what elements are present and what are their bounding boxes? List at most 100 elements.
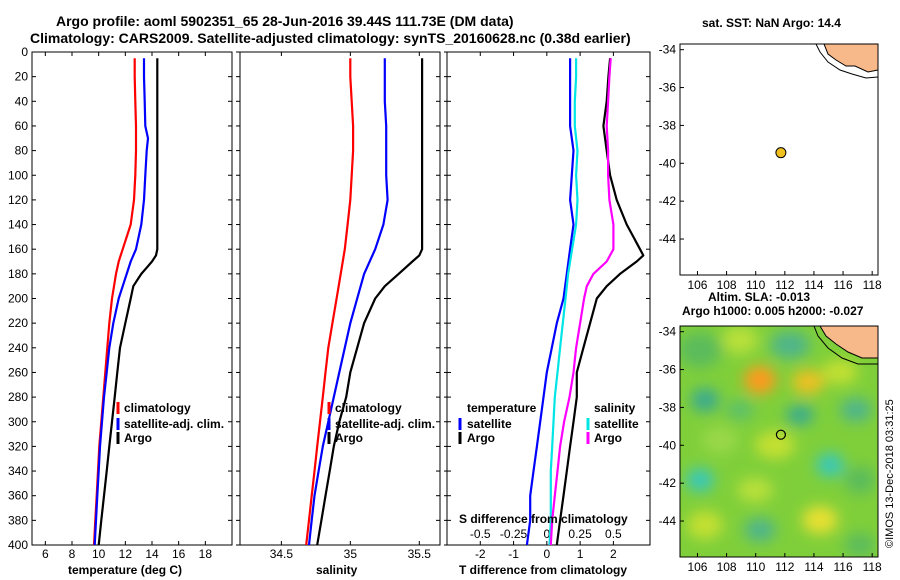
lon-tick-label: 118 (863, 278, 882, 292)
lon-tick-label: 110 (746, 560, 765, 574)
salinity-x-ticks: 34.5 35 35.5 (270, 52, 432, 561)
depth-tick-label: 280 (8, 390, 28, 404)
lon-tick-label: 116 (833, 278, 852, 292)
header-line-1: Argo profile: aoml 5902351_65 28-Jun-201… (56, 13, 514, 29)
x-tick-label: 2 (610, 547, 617, 561)
depth-tick-label: 120 (8, 193, 28, 207)
depth-tick-label: 40 (15, 94, 29, 108)
depth-tick-label: 160 (8, 242, 28, 256)
temperature-series (92, 58, 159, 546)
series-line-argo (316, 58, 424, 546)
lat-tick-label: -40 (659, 156, 677, 170)
lon-tick-label: 108 (717, 278, 737, 292)
legend-argo: Argo (124, 431, 152, 445)
legend-satellite: satellite-adj. clim. (124, 417, 224, 431)
difference-legend: temperature satellite Argo salinity sate… (458, 401, 639, 445)
x-tick-label-salinity: 0.5 (605, 527, 622, 541)
depth-tick-label: 240 (8, 341, 28, 355)
map-top-ticks: 106 108 110 112 114 116 118 -34 -36 -38 -40 -42 -44 (659, 43, 882, 292)
x-tick-label: 0 (543, 547, 550, 561)
lat-tick-label: -36 (659, 81, 677, 95)
depth-tick-label: 320 (8, 439, 28, 453)
x-tick-label: 35 (344, 547, 358, 561)
bathymetry-contour (813, 326, 878, 365)
temperature-x-ticks: 6 8 10 12 14 16 18 (42, 52, 212, 561)
salinity-legend: climatology satellite-adj. clim. Argo (327, 401, 435, 445)
depth-tick-label: 20 (15, 70, 29, 84)
x-tick-label: 16 (172, 547, 186, 561)
lon-tick-label: 114 (804, 560, 823, 574)
depth-tick-label: 400 (8, 538, 28, 552)
lat-tick-label: -38 (659, 118, 677, 132)
map-top-coast (815, 44, 878, 79)
x-tick-label: 34.5 (270, 547, 294, 561)
depth-axis: 0 20 40 60 80 100 120 140 160 180 200 220 240 260 280 3… (8, 45, 650, 552)
lat-tick-label: -42 (659, 194, 677, 208)
depth-tick-label: 100 (8, 168, 28, 182)
x-tick-label-salinity: -0.5 (470, 527, 491, 541)
x-tick-label: 35.5 (408, 547, 432, 561)
x-tick-label: 6 (42, 547, 49, 561)
t-difference-x-ticks: -2 -1 0 1 2 (475, 541, 617, 561)
series-line-argo (97, 58, 159, 546)
lon-tick-label: 106 (687, 560, 707, 574)
australia-land (819, 326, 878, 359)
x-tick-label-salinity: 0 (543, 527, 550, 541)
depth-tick-label: 260 (8, 365, 28, 379)
lon-tick-label: 116 (833, 560, 852, 574)
difference-series (525, 58, 645, 546)
legend-argo: Argo (335, 431, 363, 445)
credit-text: ©IMOS 13-Dec-2018 03:31:25 (884, 399, 896, 548)
lat-tick-label: -36 (659, 363, 677, 377)
header-line-2: Climatology: CARS2009. Satellite-adjuste… (30, 30, 631, 46)
lon-tick-label: 112 (775, 278, 794, 292)
map-top-title: sat. SST: NaN Argo: 14.4 (702, 16, 841, 30)
x-tick-label: 1 (577, 547, 584, 561)
lon-tick-label: 112 (775, 560, 794, 574)
s-difference-x-ticks: -0.5 -0.25 0 0.25 0.5 (470, 52, 622, 541)
legend-t-argo: Argo (467, 431, 495, 445)
depth-tick-label: 300 (8, 415, 28, 429)
depth-tick-label: 220 (8, 316, 28, 330)
depth-tick-label: 340 (8, 464, 28, 478)
lon-tick-label: 114 (804, 278, 823, 292)
depth-tick-label: 200 (8, 292, 28, 306)
series-line-temperature-argo (555, 58, 645, 546)
map-bottom-frame (679, 325, 879, 558)
x-tick-label: 8 (69, 547, 76, 561)
depth-tick-label: 140 (8, 218, 28, 232)
depth-tick-label: 380 (8, 513, 28, 527)
salinity-plot-frame (239, 51, 441, 546)
salinity-xlabel: salinity (316, 563, 358, 577)
difference-plot-frame (446, 51, 651, 546)
temperature-legend: climatology satellite-adj. clim. Argo (116, 401, 224, 445)
x-tick-label: 18 (199, 547, 213, 561)
lat-tick-label: -44 (659, 232, 677, 246)
temperature-plot-frame (31, 51, 233, 546)
bathymetry-contour (815, 44, 878, 79)
map-bottom-title-1: Altim. SLA: -0.013 (708, 290, 810, 304)
legend-s-satellite: satellite (594, 417, 639, 431)
series-line-climatology (305, 58, 355, 546)
depth-tick-label: 0 (21, 45, 28, 59)
lon-tick-label: 108 (717, 560, 737, 574)
legend-t-satellite: satellite (467, 417, 512, 431)
map-bottom-ticks: 106 108 110 112 114 116 118 -34 -36 -38 -40 -42 -44 (659, 325, 882, 574)
legend-satellite: satellite-adj. clim. (335, 417, 435, 431)
series-line-satellite-adj-clim- (307, 58, 389, 546)
series-line-satellite-adj-clim- (93, 58, 150, 546)
lon-tick-label: 106 (687, 278, 707, 292)
lat-tick-label: -42 (659, 476, 677, 490)
sla-heatmap (680, 326, 878, 557)
temperature-xlabel: temperature (deg C) (68, 563, 182, 577)
lat-tick-label: -44 (659, 514, 677, 528)
legend-s-argo: Argo (594, 431, 622, 445)
series-line-temperature-satellite (525, 58, 575, 546)
depth-tick-label: 80 (15, 144, 29, 158)
x-tick-label-salinity: 0.25 (568, 527, 592, 541)
t-difference-xlabel: T difference from climatology (459, 563, 627, 577)
depth-tick-label: 360 (8, 489, 28, 503)
lat-tick-label: -40 (659, 438, 677, 452)
argo-station-marker (775, 147, 787, 159)
series-line-salinity-satellite (548, 58, 579, 546)
